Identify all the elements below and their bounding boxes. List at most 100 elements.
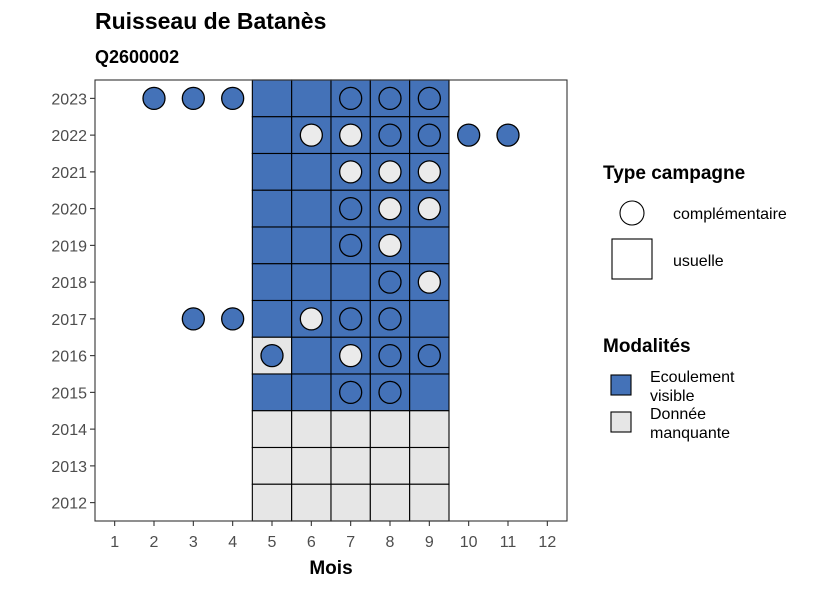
legend-square-symbol — [611, 238, 653, 280]
x-tick-label: 3 — [189, 534, 198, 551]
usuelle-cell — [409, 410, 450, 449]
y-tick-label: 2022 — [51, 128, 87, 145]
usuelle-cell — [291, 226, 332, 265]
complementaire-point — [417, 270, 441, 294]
complementaire-point — [339, 160, 363, 184]
complementaire-point — [378, 307, 402, 331]
legend-swatch-donnee-manquante — [610, 411, 632, 433]
usuelle-cell — [251, 116, 293, 155]
x-tick-label: 11 — [500, 534, 517, 551]
complementaire-point — [142, 86, 166, 111]
complementaire-point — [181, 307, 205, 331]
complementaire-point — [417, 196, 441, 221]
plot-border — [94, 79, 568, 522]
legend-modalites-title: Modalités — [603, 336, 691, 357]
usuelle-cell — [330, 446, 371, 485]
usuelle-cell — [251, 483, 293, 522]
usuelle-cell — [409, 226, 450, 265]
usuelle-cell — [369, 483, 411, 522]
complementaire-point — [339, 233, 363, 258]
usuelle-cell — [409, 446, 450, 485]
usuelle-cell — [291, 410, 332, 449]
x-tick-label: 9 — [425, 534, 434, 551]
complementaire-point — [339, 196, 363, 221]
complementaire-point — [417, 343, 441, 368]
legend-label-ecoulement-line2: visible — [650, 388, 695, 405]
y-tick-label: 2018 — [51, 275, 87, 292]
complementaire-point — [457, 123, 481, 147]
legend-label-donnee-line2: manquante — [650, 425, 730, 442]
complementaire-point — [221, 307, 245, 331]
usuelle-cell — [251, 189, 293, 228]
y-axis: 2012 2013 2014 2015 2016 2017 2018 2019 2020 2021… — [51, 91, 95, 513]
x-tick-label: 2 — [150, 534, 159, 551]
complementaire-point — [221, 86, 245, 111]
x-tick-label: 12 — [538, 534, 556, 551]
usuelle-cell — [369, 410, 411, 449]
usuelle-cell — [330, 226, 371, 265]
y-tick-label: 2013 — [51, 459, 87, 476]
y-tick-label: 2015 — [51, 385, 87, 402]
x-tick-label: 10 — [460, 534, 478, 551]
x-tick-label: 7 — [346, 534, 355, 551]
x-tick-label: 6 — [307, 534, 316, 551]
usuelle-cell — [369, 446, 411, 485]
complementaire-point — [260, 343, 284, 368]
y-tick-label: 2021 — [51, 165, 87, 182]
complementaire-point — [378, 160, 402, 184]
usuelle-cell — [251, 446, 293, 485]
usuelle-cell — [251, 373, 293, 412]
complementaire-point — [339, 307, 363, 331]
legend-label-complementaire: complémentaire — [673, 206, 787, 223]
y-tick-label: 2014 — [51, 422, 87, 439]
complementaire-point — [417, 123, 441, 147]
complementaire-point — [378, 123, 402, 147]
y-tick-label: 2019 — [51, 238, 87, 255]
usuelle-cell — [251, 410, 293, 449]
complementaire-point — [417, 160, 441, 184]
complementaire-point — [339, 123, 363, 147]
usuelle-cell — [251, 226, 293, 265]
complementaire-points — [142, 86, 520, 405]
usuelle-cell — [291, 79, 332, 118]
complementaire-point — [378, 343, 402, 368]
y-tick-label: 2016 — [51, 349, 87, 366]
usuelle-cell — [291, 189, 332, 228]
usuelle-cell — [291, 373, 332, 412]
y-tick-label: 2012 — [51, 496, 87, 513]
legend-circle-symbol — [619, 200, 645, 226]
usuelle-cell — [251, 299, 293, 338]
x-axis: 1 2 3 4 5 6 7 8 9 10 11 12 — [110, 521, 556, 551]
usuelle-cell — [251, 152, 293, 191]
chart-title: Ruisseau de Batanès — [95, 8, 326, 34]
legend-campaign: Type campagne complémentaire usuelle — [603, 163, 787, 280]
legend-campaign-title: Type campagne — [603, 163, 745, 184]
x-tick-label: 4 — [228, 534, 237, 551]
complementaire-point — [339, 343, 363, 368]
complementaire-point — [181, 86, 205, 111]
y-tick-label: 2023 — [51, 91, 87, 108]
complementaire-point — [299, 307, 323, 331]
usuelle-cell — [291, 446, 332, 485]
usuelle-cell — [330, 483, 371, 522]
x-tick-label: 5 — [268, 534, 277, 551]
usuelle-cell — [291, 336, 332, 375]
usuelle-cells — [251, 79, 450, 522]
legend-label-usuelle: usuelle — [673, 253, 724, 270]
legend-label-ecoulement-line1: Ecoulement — [650, 369, 735, 386]
usuelle-cell — [409, 373, 450, 412]
legend-modalites: Modalités Ecoulement visible Donnée manq… — [603, 336, 735, 442]
usuelle-cell — [251, 263, 293, 302]
complementaire-point — [378, 196, 402, 221]
complementaire-point — [496, 123, 520, 147]
usuelle-cell — [291, 263, 332, 302]
x-tick-label: 1 — [110, 534, 119, 551]
usuelle-cell — [409, 483, 450, 522]
complementaire-point — [339, 86, 363, 111]
complementaire-point — [299, 123, 323, 147]
complementaire-point — [378, 233, 402, 258]
legend-label-donnee-line1: Donnée — [650, 406, 706, 423]
usuelle-cell — [291, 483, 332, 522]
x-axis-title: Mois — [309, 558, 352, 579]
